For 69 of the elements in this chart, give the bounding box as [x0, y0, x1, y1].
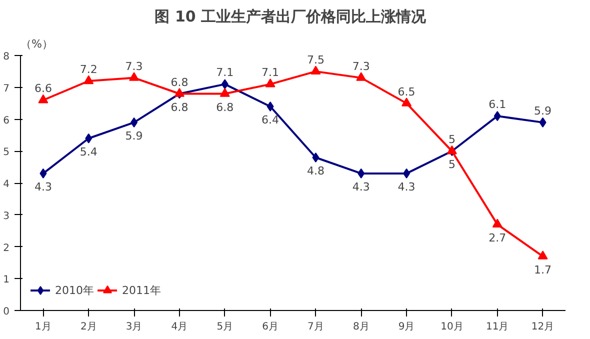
- data-label: 6.5: [398, 85, 416, 98]
- x-tick-label: 2月: [80, 322, 97, 332]
- data-label: 4.8: [306, 164, 324, 178]
- point: [38, 94, 48, 104]
- x-tick-label: 8月: [352, 322, 370, 332]
- data-label: 7.1: [216, 66, 234, 80]
- x-tick-label: 7月: [308, 322, 324, 332]
- y-tick-label: 5: [3, 147, 10, 158]
- y-tick-label: 2: [3, 242, 10, 254]
- legend-label: 2010年: [55, 282, 94, 298]
- point: [312, 152, 320, 162]
- point: [265, 78, 276, 88]
- data-label: 5: [448, 133, 456, 146]
- y-tick-label: 0: [3, 306, 10, 318]
- point: [220, 88, 230, 97]
- point: [492, 218, 502, 228]
- y-axis-title: （%）: [20, 38, 53, 50]
- point: [84, 75, 94, 84]
- data-label: 7.2: [80, 63, 98, 76]
- data-label: 7.3: [352, 60, 370, 73]
- point: [221, 79, 228, 90]
- point: [402, 98, 412, 106]
- point: [538, 250, 548, 260]
- y-tick-label: 7: [3, 83, 10, 94]
- data-label: 5.9: [534, 104, 552, 118]
- point: [539, 117, 546, 128]
- point: [310, 66, 321, 75]
- data-label: 7.5: [306, 53, 324, 66]
- data-label: 1.7: [534, 263, 552, 276]
- y-tick-label: 1: [3, 274, 10, 286]
- data-label: 6.8: [216, 100, 234, 114]
- point: [129, 72, 140, 81]
- chart-title: 图 10 工业生产者出厂价格同比上涨情况: [154, 8, 428, 26]
- data-label: 6.1: [488, 98, 506, 112]
- x-tick-label: 6月: [262, 322, 278, 332]
- point: [85, 133, 92, 144]
- y-tick-label: 6: [3, 115, 10, 126]
- data-label: 4.3: [34, 180, 52, 194]
- point: [40, 168, 47, 178]
- x-tick-label: 10月: [440, 322, 464, 332]
- data-label: 4.3: [398, 180, 416, 194]
- data-label: 6.8: [170, 76, 188, 89]
- data-label: 5.4: [80, 145, 98, 158]
- x-tick-label: 4月: [171, 322, 188, 332]
- point: [130, 117, 138, 128]
- data-label: 4.3: [352, 180, 370, 194]
- point: [356, 72, 366, 81]
- point: [358, 168, 365, 178]
- data-label: 7.3: [125, 60, 143, 73]
- point: [494, 111, 501, 122]
- data-label: 6.4: [262, 114, 280, 126]
- point: [266, 102, 274, 112]
- x-tick-label: 9月: [398, 322, 415, 332]
- legend-label: 2011年: [122, 282, 161, 298]
- x-tick-label: 11月: [486, 322, 509, 332]
- data-label: 6.6: [34, 82, 52, 96]
- x-tick-label: 3月: [126, 322, 142, 332]
- y-tick-label: 3: [3, 210, 10, 222]
- data-label: 6.8: [170, 100, 188, 114]
- x-tick-label: 1月: [35, 322, 52, 332]
- data-label: 7.1: [262, 66, 280, 80]
- data-label: 5: [448, 158, 456, 172]
- y-tick-label: 8: [3, 52, 10, 62]
- x-tick-label: 12月: [531, 322, 554, 332]
- point: [403, 168, 410, 178]
- data-label: 2.7: [488, 231, 506, 244]
- data-label: 5.9: [125, 129, 143, 142]
- y-tick-label: 4: [3, 179, 10, 190]
- x-tick-label: 5月: [216, 322, 234, 332]
